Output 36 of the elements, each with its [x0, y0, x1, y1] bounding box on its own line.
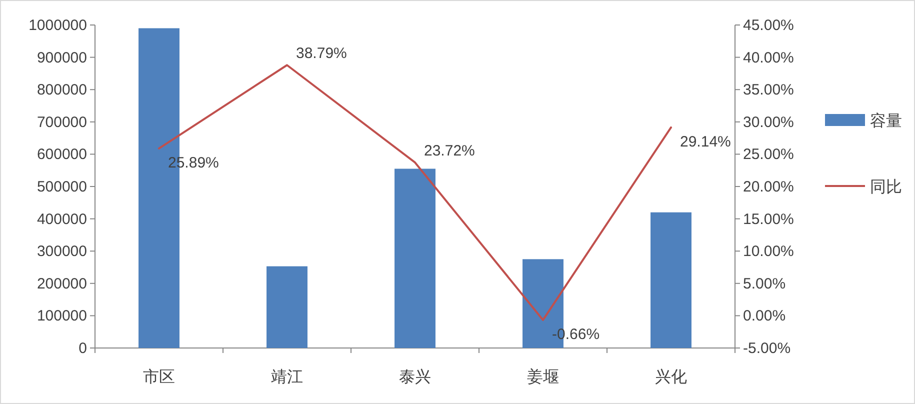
- y-tick-label: 300000: [36, 243, 87, 260]
- x-tick-label: 兴化: [655, 368, 687, 386]
- x-tick-label: 泰兴: [399, 368, 431, 386]
- data-label: 29.14%: [680, 133, 731, 150]
- bar: [266, 266, 308, 348]
- bar: [650, 212, 692, 348]
- y2-tick-label: 35.00%: [743, 82, 794, 99]
- bar: [394, 168, 436, 348]
- y2-tick-label: 45.00%: [743, 17, 794, 34]
- y2-tick-label: 5.00%: [743, 275, 786, 292]
- y2-tick-label: 40.00%: [743, 49, 794, 66]
- legend-label: 容量: [870, 112, 902, 130]
- line-series: [158, 64, 672, 321]
- x-tick-label: 市区: [143, 368, 175, 386]
- y2-tick-label: 30.00%: [743, 114, 794, 131]
- legend-label: 同比: [870, 178, 902, 196]
- data-label: 38.79%: [296, 45, 347, 62]
- y-tick-label: 0: [78, 340, 87, 357]
- y2-tick-label: 15.00%: [743, 210, 794, 228]
- y-tick-label: 100000: [36, 308, 87, 325]
- y-tick-label: 1000000: [28, 17, 87, 34]
- data-label: 23.72%: [424, 142, 475, 160]
- y2-tick-label: -5.00%: [743, 340, 791, 357]
- y-tick-label: 600000: [36, 146, 87, 164]
- y-tick-label: 800000: [36, 82, 87, 99]
- y-tick-label: 400000: [36, 210, 87, 228]
- x-tick-label: 靖江: [271, 368, 303, 386]
- y-tick-label: 200000: [36, 275, 87, 292]
- y2-tick-label: 20.00%: [743, 178, 794, 196]
- y-tick-label: 500000: [36, 178, 87, 196]
- y-tick-label: 900000: [36, 49, 87, 66]
- x-tick-label: 姜堰: [527, 368, 559, 386]
- y2-tick-label: 0.00%: [743, 308, 786, 325]
- y2-tick-label: 10.00%: [743, 243, 794, 260]
- y-tick-label: 700000: [36, 114, 87, 131]
- y2-tick-label: 25.00%: [743, 146, 794, 164]
